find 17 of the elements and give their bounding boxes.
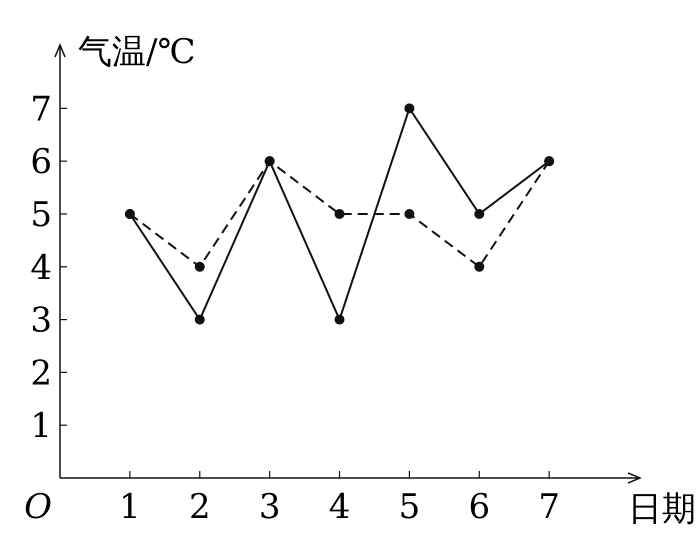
x-tick-label: 5	[398, 487, 420, 527]
y-tick-label: 7	[30, 89, 52, 130]
x-tick-label: 1	[119, 487, 141, 527]
x-tick-label: 2	[188, 487, 211, 527]
x-axis-title: 日期	[628, 489, 696, 529]
y-tick-label: 4	[30, 248, 52, 288]
y-tick-label: 3	[30, 300, 52, 341]
x-tick-label: 6	[468, 487, 490, 527]
text: O	[24, 487, 52, 527]
y-tick-label: 2	[30, 353, 52, 394]
y-axis-title: 气温/℃	[78, 32, 196, 72]
y-tick-label: 5	[30, 194, 52, 235]
y-tick-label: 1	[30, 406, 52, 446]
y-tick-label: 6	[30, 142, 52, 182]
x-tick-label: 3	[258, 487, 280, 527]
x-tick-label: 4	[328, 487, 350, 527]
x-tick-label: 7	[538, 487, 560, 527]
